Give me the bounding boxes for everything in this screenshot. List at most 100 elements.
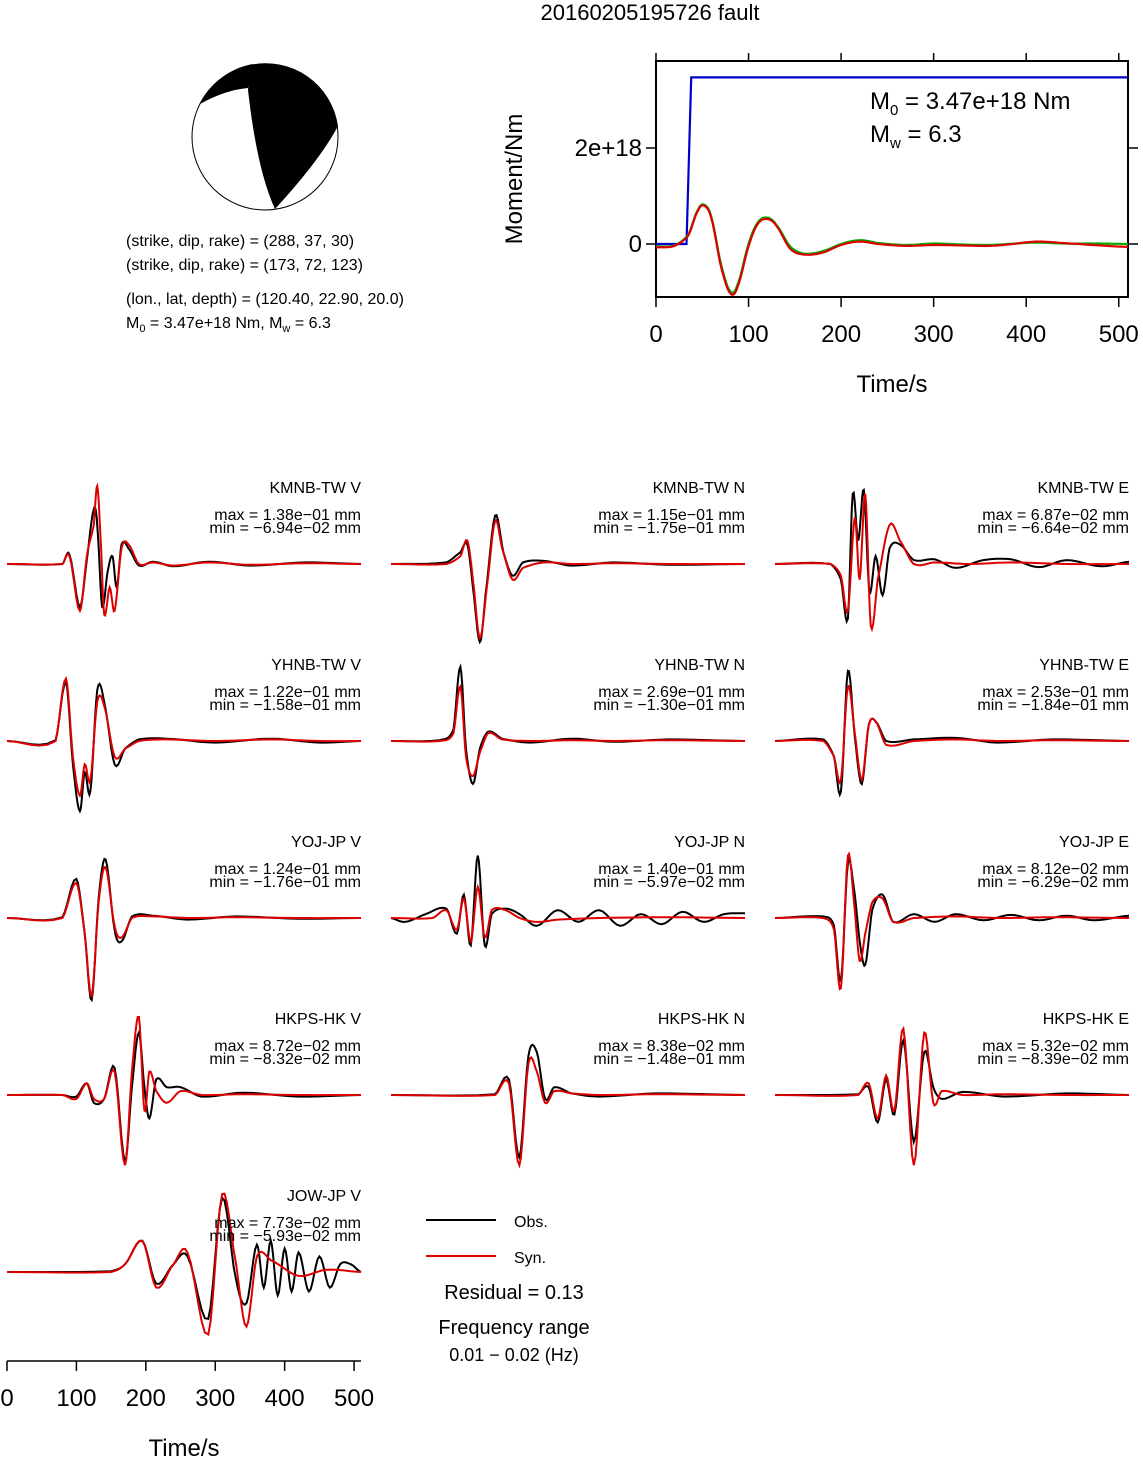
obs-waveform xyxy=(390,855,745,949)
trace-min: min = −6.29e−02 mm xyxy=(977,874,1129,891)
trace-min: min = −1.30e−01 mm xyxy=(593,697,745,714)
trace-max: max = 2.53e−01 mm xyxy=(982,684,1129,701)
frequency-range-value: 0.01 − 0.02 (Hz) xyxy=(449,1345,579,1365)
trace-label: HKPS-HK N xyxy=(658,1011,745,1028)
waveform-time-axis: 0 100 200 300 400 500 Time/s xyxy=(0,1360,374,1458)
time-tick-label: 400 xyxy=(265,1385,305,1412)
trace-max: max = 1.15e−01 mm xyxy=(598,507,745,524)
trace-label: YOJ-JP V xyxy=(291,834,361,851)
moment-xtick-label: 0 xyxy=(649,321,662,348)
beachball xyxy=(191,63,339,211)
trace-label: HKPS-HK V xyxy=(275,1011,362,1028)
trace-label: YHNB-TW N xyxy=(654,657,745,674)
syn-waveform xyxy=(390,1055,746,1169)
moment-mw-annotation: Mw = 6.3 xyxy=(870,121,962,152)
time-tick-label: 200 xyxy=(126,1385,166,1412)
trace-min: min = −1.76e−01 mm xyxy=(209,874,361,891)
moment-xtick-label: 300 xyxy=(914,321,954,348)
hypocenter: (lon., lat, depth) = (120.40, 22.90, 20.… xyxy=(126,291,404,308)
trace-label: YOJ-JP E xyxy=(1059,834,1129,851)
trace-label: YHNB-TW V xyxy=(271,657,361,674)
legend-obs-label: Obs. xyxy=(514,1214,548,1231)
obs-waveform xyxy=(390,1043,746,1161)
syn-waveform xyxy=(390,883,746,945)
trace-min: min = −1.58e−01 mm xyxy=(209,697,361,714)
trace-min: min = −8.32e−02 mm xyxy=(209,1051,361,1068)
time-tick-label: 300 xyxy=(195,1385,235,1412)
trace-min: min = −6.64e−02 mm xyxy=(977,520,1129,537)
syn-waveform xyxy=(774,493,1129,633)
moment-series-0 xyxy=(656,76,1128,246)
trace-min: min = −8.39e−02 mm xyxy=(977,1051,1129,1068)
moment-xtick-label: 100 xyxy=(729,321,769,348)
trace-label: YOJ-JP N xyxy=(674,834,745,851)
nodal-plane-1: (strike, dip, rake) = (288, 37, 30) xyxy=(126,233,354,250)
syn-waveform xyxy=(6,482,362,618)
trace-label: KMNB-TW N xyxy=(653,480,745,497)
moment-series-1 xyxy=(656,203,1128,294)
trace-max: max = 6.87e−02 mm xyxy=(982,507,1129,524)
moment-ytick-label: 2e+18 xyxy=(575,135,642,162)
trace-max: max = 8.38e−02 mm xyxy=(598,1038,745,1055)
syn-waveform xyxy=(7,1015,361,1166)
trace-min: min = −5.93e−02 mm xyxy=(209,1228,361,1245)
syn-waveform xyxy=(390,683,746,778)
syn-waveform xyxy=(774,851,1130,991)
trace-max: max = 1.40e−01 mm xyxy=(598,861,745,878)
trace-label: KMNB-TW E xyxy=(1037,480,1129,497)
moment-ylabel: Moment/Nm xyxy=(501,114,528,245)
beachball-compression-quadrant xyxy=(248,63,338,209)
trace-max: max = 7.73e−02 mm xyxy=(214,1215,361,1232)
moment-xtick-label: 200 xyxy=(821,321,861,348)
trace-min: min = −1.84e−01 mm xyxy=(977,697,1129,714)
time-axis-label: Time/s xyxy=(148,1435,219,1458)
syn-waveform xyxy=(774,684,1130,786)
trace-max: max = 1.24e−01 mm xyxy=(214,861,361,878)
trace-min: min = −5.97e−02 mm xyxy=(593,874,745,891)
trace-max: max = 8.72e−02 mm xyxy=(214,1038,361,1055)
syn-waveform xyxy=(6,865,361,999)
syn-waveform xyxy=(6,675,361,798)
moment-xtick-label: 500 xyxy=(1099,321,1139,348)
moment-ytick-label: 0 xyxy=(629,231,642,258)
moment-rate-plot: 0 100 200 300 400 500 0 2e+18 Time/s Moment/Nm M0… xyxy=(501,53,1139,398)
legend: Obs. Syn. Residual = 0.13 Frequency rang… xyxy=(426,1214,590,1365)
moment-xtick-label: 400 xyxy=(1006,321,1046,348)
trace-label: HKPS-HK E xyxy=(1043,1011,1129,1028)
time-tick-label: 500 xyxy=(334,1385,374,1412)
moment-xlabel: Time/s xyxy=(856,371,927,398)
time-tick-label: 0 xyxy=(0,1385,13,1412)
frequency-range-title: Frequency range xyxy=(438,1317,589,1339)
trace-label: KMNB-TW V xyxy=(269,480,361,497)
solution-text: (strike, dip, rake) = (288, 37, 30) (str… xyxy=(126,233,404,335)
figure-title: 20160205195726 fault xyxy=(541,0,760,25)
trace-max: max = 2.69e−01 mm xyxy=(598,684,745,701)
beachball-compression-quadrant-small xyxy=(200,64,253,104)
moment-summary: M0 = 3.47e+18 Nm, Mw = 6.3 xyxy=(126,315,331,335)
syn-waveform xyxy=(6,1192,362,1336)
trace-max: max = 1.38e−01 mm xyxy=(214,507,361,524)
trace-max: max = 5.32e−02 mm xyxy=(982,1038,1129,1055)
nodal-plane-2: (strike, dip, rake) = (173, 72, 123) xyxy=(126,257,363,274)
syn-waveform xyxy=(390,518,745,641)
residual-label: Residual = 0.13 xyxy=(444,1282,584,1304)
trace-min: min = −1.75e−01 mm xyxy=(593,520,745,537)
trace-min: min = −1.48e−01 mm xyxy=(593,1051,745,1068)
trace-min: min = −6.94e−02 mm xyxy=(209,520,361,537)
moment-series-2 xyxy=(655,204,1129,296)
syn-waveform xyxy=(774,1025,1129,1166)
